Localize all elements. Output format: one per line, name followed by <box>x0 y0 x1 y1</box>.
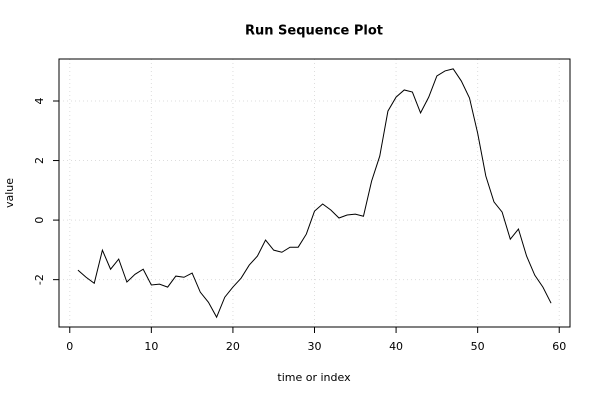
x-tick-label: 60 <box>552 340 566 353</box>
plot-box <box>58 58 571 328</box>
x-tick-label: 0 <box>66 340 73 353</box>
y-tick-label: -2 <box>33 274 46 285</box>
y-tick-label: 2 <box>33 157 46 164</box>
x-tick-label: 40 <box>389 340 403 353</box>
x-tick-label: 20 <box>226 340 240 353</box>
x-tick-label: 50 <box>471 340 485 353</box>
x-axis-label: time or index <box>277 371 351 384</box>
chart-title: Run Sequence Plot <box>245 24 383 39</box>
y-axis-label: value <box>3 178 16 208</box>
x-tick-label: 30 <box>308 340 322 353</box>
line <box>77 68 552 319</box>
y-tick-label: 0 <box>33 217 46 224</box>
x-tick-label: 10 <box>144 340 158 353</box>
y-tick-label: 4 <box>33 97 46 104</box>
